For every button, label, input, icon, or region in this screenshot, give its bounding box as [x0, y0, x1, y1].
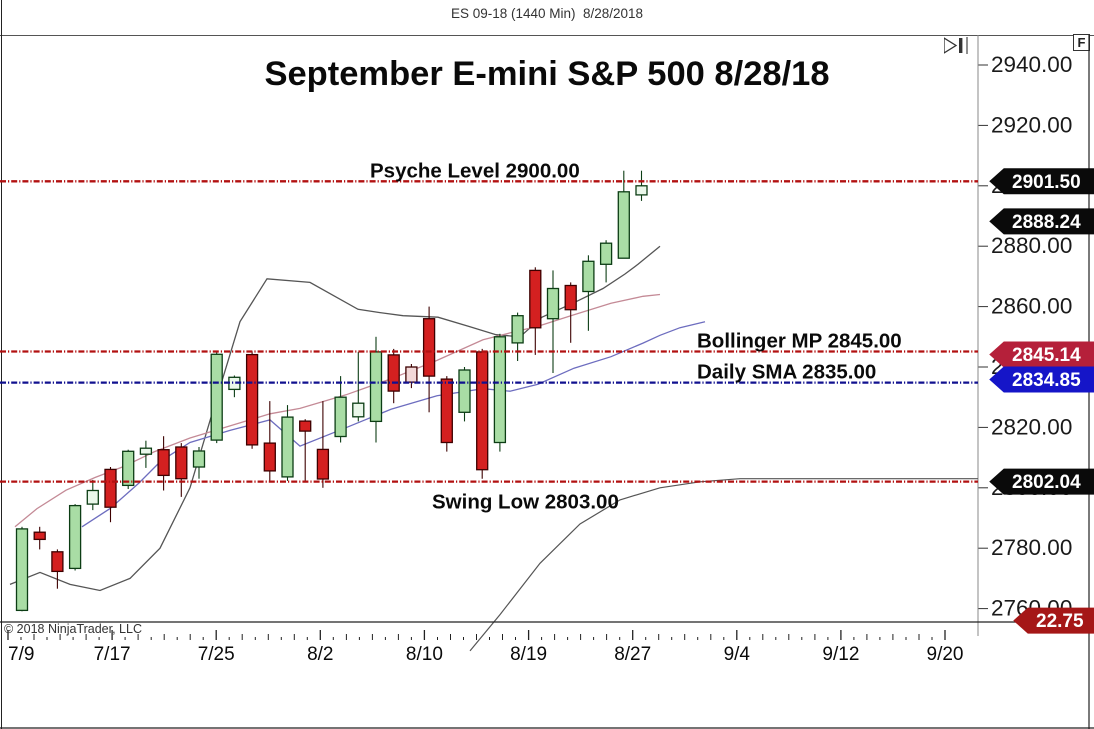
svg-text:2880.00: 2880.00 — [991, 233, 1072, 258]
svg-text:9/20: 9/20 — [927, 644, 964, 665]
svg-text:8/19: 8/19 — [510, 644, 547, 665]
svg-text:7/9: 7/9 — [8, 644, 34, 665]
svg-text:2820.00: 2820.00 — [991, 414, 1072, 439]
svg-text:2860.00: 2860.00 — [991, 294, 1072, 319]
svg-text:2834.85: 2834.85 — [1012, 370, 1081, 391]
svg-text:Daily SMA 2835.00: Daily SMA 2835.00 — [697, 361, 876, 384]
svg-text:9/4: 9/4 — [724, 644, 751, 665]
svg-text:© 2018 NinjaTrader, LLC: © 2018 NinjaTrader, LLC — [4, 622, 142, 636]
svg-text:7/25: 7/25 — [198, 644, 235, 665]
svg-text:Swing Low 2803.00: Swing Low 2803.00 — [432, 491, 619, 514]
svg-text:2920.00: 2920.00 — [991, 112, 1072, 137]
svg-text:2901.50: 2901.50 — [1012, 172, 1081, 193]
svg-text:8/27: 8/27 — [614, 644, 651, 665]
svg-text:7/17: 7/17 — [94, 644, 131, 665]
svg-text:8/10: 8/10 — [406, 644, 443, 665]
svg-text:22.75: 22.75 — [1036, 611, 1084, 632]
svg-text:2940.00: 2940.00 — [991, 52, 1072, 77]
svg-text:8/2: 8/2 — [307, 644, 333, 665]
svg-text:Psyche Level 2900.00: Psyche Level 2900.00 — [370, 159, 580, 182]
svg-text:2845.14: 2845.14 — [1012, 345, 1081, 366]
svg-text:2780.00: 2780.00 — [991, 535, 1072, 560]
svg-text:Bollinger MP 2845.00: Bollinger MP 2845.00 — [697, 330, 902, 353]
svg-text:9/12: 9/12 — [822, 644, 859, 665]
svg-text:2888.24: 2888.24 — [1012, 212, 1081, 233]
svg-text:2802.04: 2802.04 — [1012, 472, 1081, 493]
